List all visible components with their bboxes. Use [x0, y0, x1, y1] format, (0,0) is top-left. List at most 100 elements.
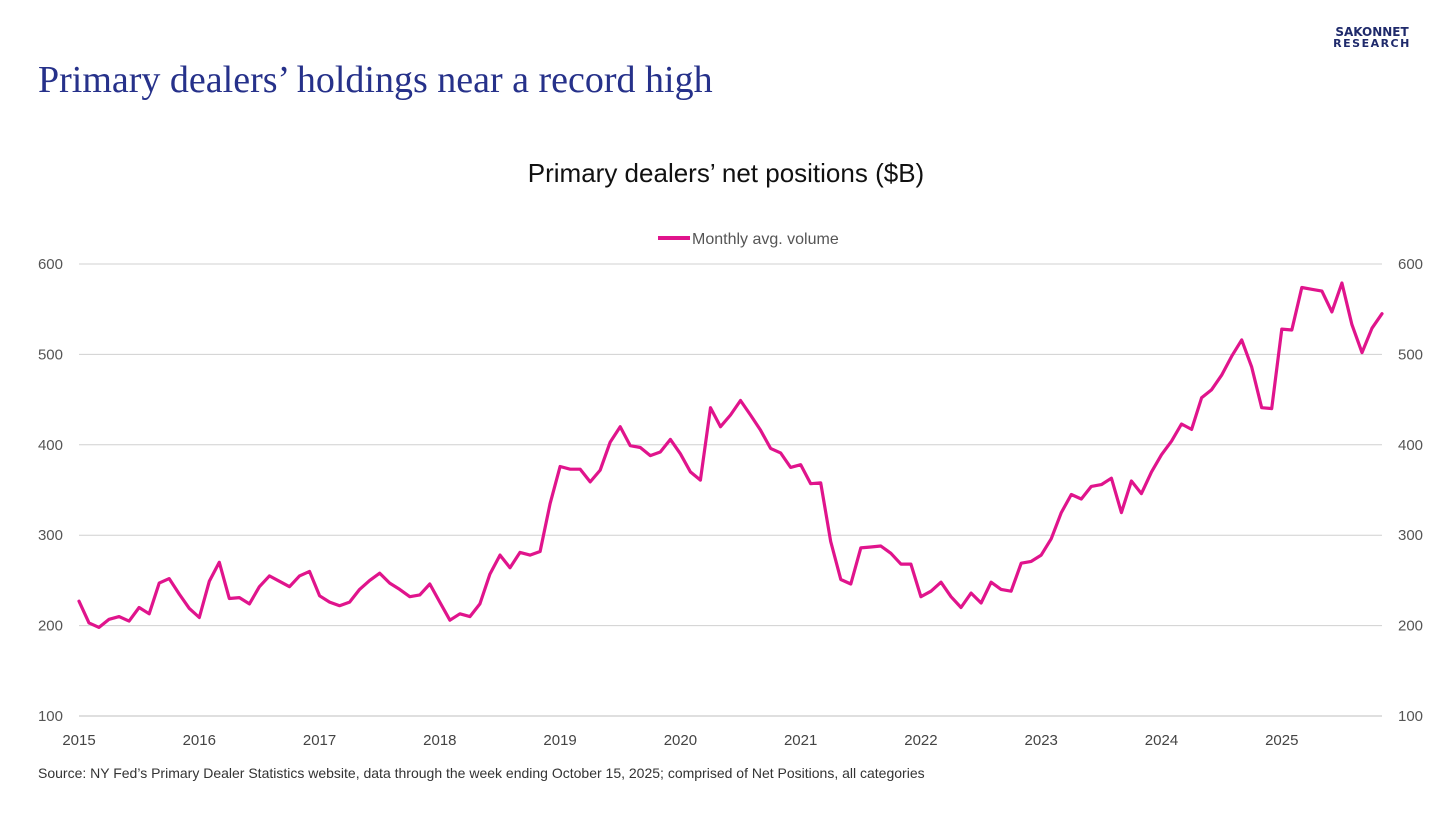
- data-point: [1270, 407, 1273, 410]
- data-point: [659, 451, 662, 454]
- data-point: [1220, 374, 1223, 377]
- y-tick-label-left: 100: [38, 708, 63, 725]
- data-point: [1000, 588, 1003, 591]
- data-point: [148, 612, 151, 615]
- data-point: [919, 595, 922, 598]
- data-point: [809, 482, 812, 485]
- data-point: [579, 468, 582, 471]
- data-point: [298, 574, 301, 577]
- data-point: [1020, 562, 1023, 565]
- data-point: [118, 615, 121, 618]
- data-point: [719, 425, 722, 428]
- data-point: [468, 615, 471, 618]
- data-point: [88, 621, 91, 624]
- data-point: [288, 585, 291, 588]
- y-tick-label-right: 600: [1398, 256, 1423, 273]
- legend-label: Monthly avg. volume: [692, 231, 839, 248]
- data-point: [739, 399, 742, 402]
- data-point: [138, 606, 141, 609]
- data-point: [829, 540, 832, 543]
- data-point: [348, 601, 351, 604]
- data-point: [188, 607, 191, 610]
- data-point: [849, 583, 852, 586]
- x-tick-label: 2015: [62, 732, 95, 749]
- data-point: [1100, 483, 1103, 486]
- data-point: [458, 612, 461, 615]
- data-point: [990, 581, 993, 584]
- data-point: [789, 466, 792, 469]
- line-chart: Primary dealers’ net positions ($B) 100 2…: [38, 158, 1423, 749]
- data-point: [1180, 423, 1183, 426]
- data-point: [328, 601, 331, 604]
- y-axis-left: 100 200 300 400 500 600: [38, 256, 63, 725]
- data-point: [1130, 480, 1133, 483]
- y-tick-label-right: 100: [1398, 708, 1423, 725]
- data-point: [278, 580, 281, 583]
- data-point: [398, 588, 401, 591]
- data-point: [128, 620, 131, 623]
- data-point: [669, 438, 672, 441]
- data-point: [1300, 286, 1303, 289]
- x-tick-label: 2016: [183, 732, 216, 749]
- data-point: [418, 593, 421, 596]
- data-point: [1330, 310, 1333, 313]
- data-point: [108, 618, 111, 621]
- data-point: [689, 470, 692, 473]
- data-point: [1170, 440, 1173, 443]
- data-point: [549, 502, 552, 505]
- x-tick-label: 2020: [664, 732, 697, 749]
- data-point: [1310, 288, 1313, 291]
- y-tick-label-left: 400: [38, 437, 63, 454]
- data-point: [930, 590, 933, 593]
- data-point: [1280, 328, 1283, 331]
- data-point: [1120, 511, 1123, 514]
- y-tick-label-right: 200: [1398, 618, 1423, 635]
- y-tick-label-left: 600: [38, 256, 63, 273]
- data-point: [408, 595, 411, 598]
- data-point: [769, 447, 772, 450]
- data-point: [308, 570, 311, 573]
- data-point: [438, 601, 441, 604]
- data-point: [909, 563, 912, 566]
- x-tick-label: 2023: [1025, 732, 1058, 749]
- x-tick-label: 2018: [423, 732, 456, 749]
- logo-line-2: RESEARCH: [1333, 37, 1411, 50]
- data-point: [158, 582, 161, 585]
- data-point: [1350, 323, 1353, 326]
- data-point: [488, 573, 491, 576]
- data-point: [338, 604, 341, 607]
- data-point: [1030, 560, 1033, 563]
- data-point: [699, 479, 702, 482]
- data-point: [238, 596, 241, 599]
- data-point: [1040, 554, 1043, 557]
- data-point: [448, 619, 451, 622]
- data-point: [1080, 498, 1083, 501]
- data-point: [1230, 355, 1233, 358]
- data-point: [940, 581, 943, 584]
- data-point: [599, 469, 602, 472]
- data-point: [268, 574, 271, 577]
- data-point: [1160, 453, 1163, 456]
- y-tick-label-left: 300: [38, 527, 63, 544]
- data-point: [679, 452, 682, 455]
- data-point: [1371, 327, 1374, 330]
- y-tick-label-right: 300: [1398, 527, 1423, 544]
- data-point: [1190, 428, 1193, 431]
- y-axis-right: 100 200 300 400 500 600: [1398, 256, 1423, 725]
- data-point: [1200, 396, 1203, 399]
- data-point: [388, 582, 391, 585]
- data-point: [569, 468, 572, 471]
- data-point: [1060, 511, 1063, 514]
- data-point: [368, 579, 371, 582]
- data-point: [779, 451, 782, 454]
- x-tick-label: 2024: [1145, 732, 1178, 749]
- data-point: [879, 545, 882, 548]
- x-tick-label: 2019: [543, 732, 576, 749]
- data-point: [589, 480, 592, 483]
- data-point: [639, 446, 642, 449]
- data-point: [499, 554, 502, 557]
- data-point: [649, 454, 652, 457]
- data-point: [709, 406, 712, 409]
- slide-title: Primary dealers’ holdings near a record …: [38, 59, 713, 101]
- data-point: [1320, 290, 1323, 293]
